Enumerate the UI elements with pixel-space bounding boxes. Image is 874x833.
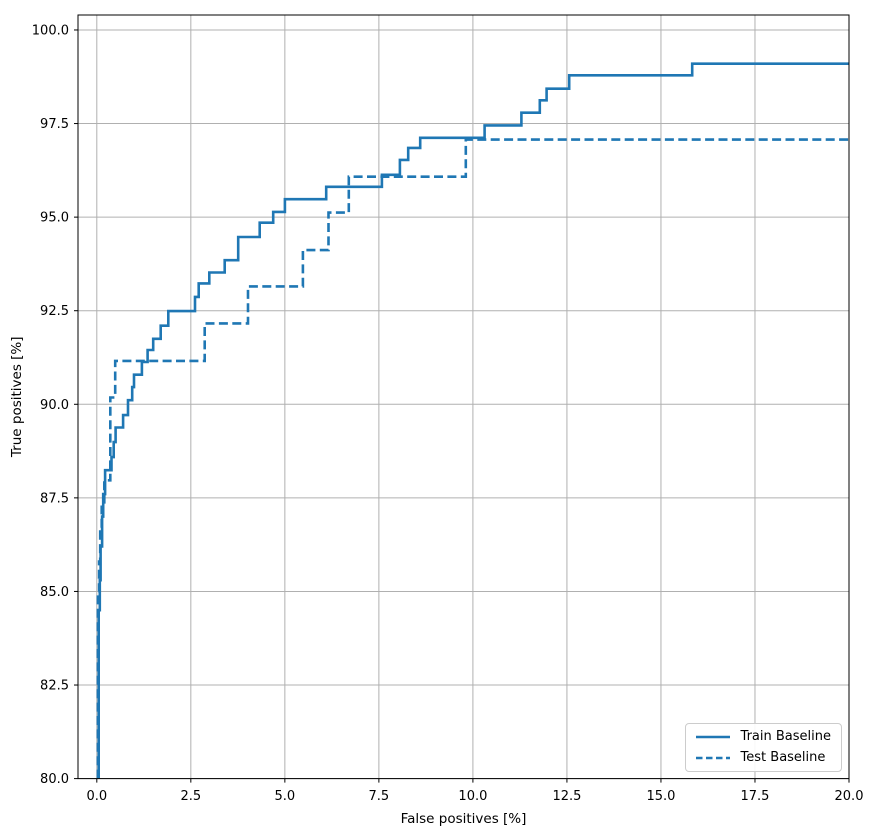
x-tick-label: 0.0 (86, 789, 107, 804)
x-tick-label: 5.0 (275, 789, 296, 804)
y-tick-label: 100.0 (32, 23, 69, 38)
legend-dashed-line-icon (695, 756, 730, 760)
y-tick-label: 97.5 (40, 117, 69, 132)
y-tick-label: 95.0 (40, 211, 69, 226)
y-tick-label: 85.0 (40, 585, 69, 600)
x-tick-label: 15.0 (646, 789, 675, 804)
x-tick-label: 7.5 (369, 789, 390, 804)
y-tick-label: 82.5 (40, 679, 69, 694)
series-line-train-baseline (97, 62, 849, 779)
grid-lines (78, 15, 850, 780)
legend-item-train-baseline: Train Baseline (695, 729, 831, 745)
series-lines (96, 62, 849, 779)
series-line-test-baseline (96, 138, 849, 779)
y-tick-label: 87.5 (40, 491, 69, 506)
y-axis-label: True positives [%] (9, 336, 25, 458)
tick-marks (74, 29, 850, 783)
y-tick-label: 80.0 (40, 772, 69, 787)
x-tick-label: 12.5 (552, 789, 581, 804)
x-tick-label: 10.0 (458, 789, 487, 804)
tick-labels: 0.0 2.5 5.0 7.5 10.0 12.5 15.0 17.5 20.0 80.0 82.5… (32, 23, 864, 804)
x-axis-label: False positives [%] (401, 811, 527, 827)
legend-item-test-baseline: Test Baseline (695, 750, 831, 766)
y-tick-label: 92.5 (40, 304, 69, 319)
legend: Train Baseline Test Baseline (684, 723, 842, 772)
x-tick-label: 17.5 (740, 789, 769, 804)
legend-solid-line-icon (695, 735, 730, 739)
legend-label: Train Baseline (740, 729, 831, 744)
x-tick-label: 2.5 (180, 789, 201, 804)
y-tick-label: 90.0 (40, 398, 69, 413)
plot-frame (77, 14, 850, 780)
x-tick-label: 20.0 (835, 789, 864, 804)
legend-label: Test Baseline (740, 750, 826, 765)
